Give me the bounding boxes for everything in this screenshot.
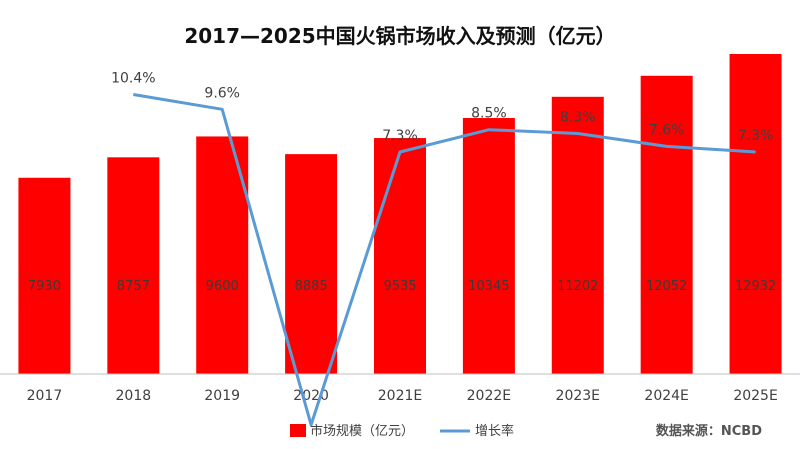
bar-label-2023E: 11202	[557, 279, 598, 294]
line-label-2022E: 8.5%	[471, 106, 507, 122]
bar-label-2018: 8757	[117, 279, 150, 294]
bar-2020	[285, 154, 338, 374]
x-tick-2017: 2017	[27, 388, 63, 404]
x-tick-2021E: 2021E	[378, 388, 422, 404]
bar-2024E	[640, 75, 693, 374]
bar-2023E	[551, 96, 604, 375]
bar-label-2025E: 12932	[735, 279, 776, 294]
bar-label-2022E: 10345	[468, 279, 509, 294]
legend-line-label: 增长率	[475, 423, 514, 439]
x-tick-2024E: 2024E	[644, 388, 688, 404]
bar-2022E	[462, 118, 515, 374]
bar-2021E	[374, 138, 426, 374]
x-tick-2025E: 2025E	[733, 388, 777, 404]
chart-title: 2017—2025中国火锅市场收入及预测（亿元）	[184, 24, 616, 48]
source-note: 数据来源：NCBD	[655, 424, 762, 439]
line-label-2024E: 7.6%	[649, 122, 685, 138]
legend-bar-label: 市场规模（亿元）	[310, 423, 414, 439]
x-tick-2019: 2019	[204, 388, 240, 404]
line-label-2021E: 7.3%	[382, 128, 418, 144]
line-label-2019: 9.6%	[204, 85, 240, 101]
line-label-2018: 10.4%	[111, 70, 155, 86]
line-label-2023E: 8.3%	[560, 109, 596, 125]
bar-label-2024E: 12052	[646, 279, 687, 294]
bar-2025E	[729, 54, 782, 374]
bar-2017	[18, 177, 71, 374]
bar-label-2019: 9600	[206, 279, 239, 294]
line-label-2025E: 7.3%	[738, 128, 774, 144]
x-tick-2018: 2018	[116, 388, 152, 404]
bar-label-2017: 7930	[28, 279, 61, 294]
bar-2018	[107, 157, 160, 374]
x-tick-2023E: 2023E	[556, 388, 600, 404]
bar-label-2020: 8885	[295, 279, 328, 294]
bar-label-2021E: 9535	[383, 279, 416, 294]
growth-line	[133, 93, 756, 427]
x-tick-2022E: 2022E	[467, 388, 511, 404]
legend-bar-swatch	[290, 424, 306, 437]
